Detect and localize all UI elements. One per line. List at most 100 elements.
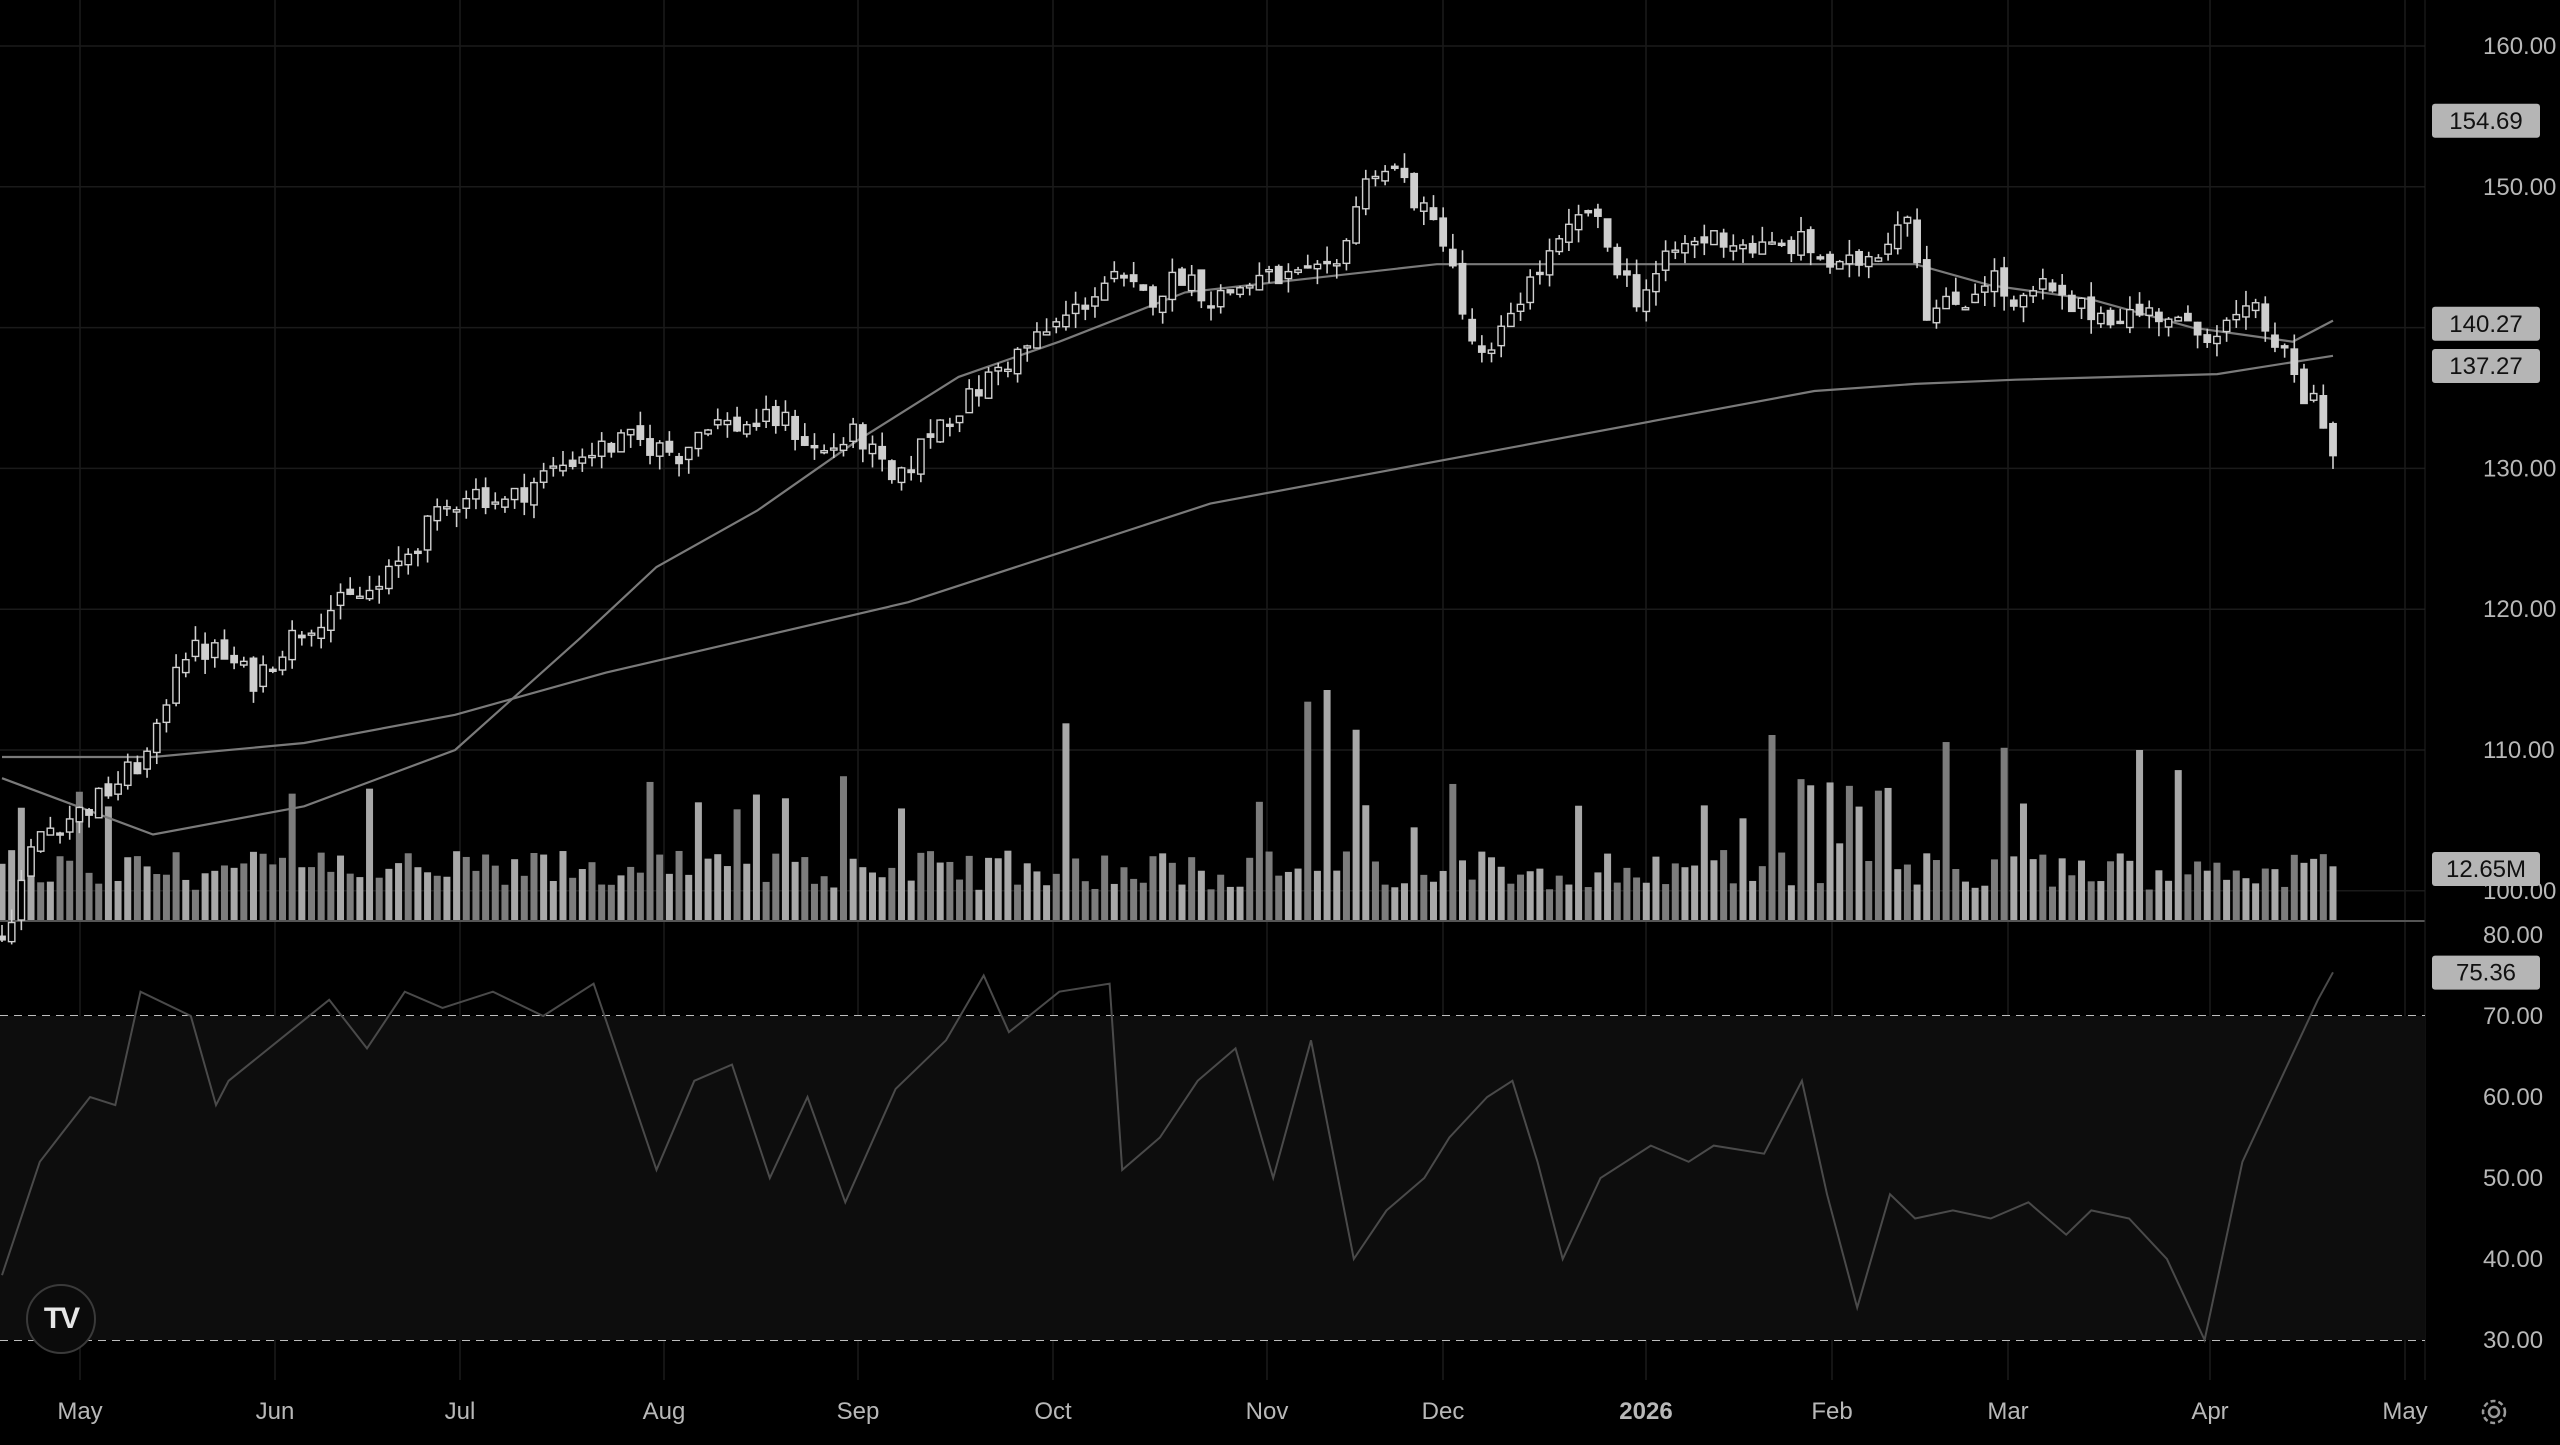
time-axis-label: Apr [2191,1398,2228,1425]
candle-body [2261,303,2270,332]
candle-body [771,406,780,427]
candle-body [7,921,16,943]
candle-body [994,366,1003,372]
volume-bar [2203,870,2211,920]
volume-bar [2000,747,2008,920]
candle-body [1342,239,1351,265]
volume-bar [752,794,760,920]
volume-bar [656,854,664,920]
candle-body [1487,349,1496,355]
volume-bar [1739,818,1747,920]
candle-body [2319,395,2328,429]
candle-body [249,657,258,692]
candle-body [336,591,345,607]
candle-body [1187,274,1196,292]
volume-bar [1420,874,1428,920]
time-axis-label: Feb [1811,1398,1852,1425]
candle-body [75,806,84,823]
candle-body [530,481,538,506]
candle-body [916,438,925,475]
candle-body [1710,230,1718,246]
candle-body [1980,285,1989,293]
candle-body [1603,218,1612,248]
candle-body [1265,269,1273,273]
volume-bar [133,856,141,920]
candle-body [2193,321,2202,336]
candle-body [974,389,983,397]
candle-body [123,761,132,787]
volume-bar [578,869,586,920]
rsi-last-label: 75.36 [2456,960,2516,987]
volume-bar [1391,887,1399,920]
volume-bar [346,873,354,920]
volume-bar [191,889,199,920]
candle-body [56,832,64,836]
candle-body [394,560,403,567]
volume-bar [733,809,741,920]
candle-body [2280,345,2289,349]
candle-body [1922,259,1931,321]
candle-body [1816,256,1825,260]
candle-body [1477,345,1486,353]
candle-body [2135,303,2144,316]
volume-bar [1429,881,1437,920]
volume-bar [1826,782,1834,920]
candle-body [1062,314,1070,328]
volume-bar [220,865,228,920]
candle-body [1864,255,1873,268]
gear-icon[interactable] [2474,1392,2514,1432]
candle-body [423,515,432,551]
candle-body [675,455,683,465]
volume-bar [1101,855,1109,920]
volume-bar [85,872,93,920]
volume-bar [1749,880,1757,920]
candle-body [713,419,722,426]
candle-body [1613,246,1622,276]
candle-body [568,459,577,468]
candle-body [1951,291,1960,305]
candle-body [1787,239,1796,255]
candle-body [539,470,548,483]
volume-bar [1700,805,1708,920]
candle-body [462,497,471,509]
candle-body [375,585,384,590]
volume-bar [1594,872,1602,920]
last-price-label: 154.69 [2449,108,2522,135]
volume-bar [288,793,296,920]
volume-bar [1981,885,1989,920]
volume-bar [1188,857,1196,920]
price-candles [0,153,2337,945]
candle-body [945,423,954,428]
candle-body [452,509,461,513]
volume-bar [2300,862,2308,920]
volume-bar [356,877,364,920]
volume-bar [1197,870,1205,920]
volume-bar [1932,860,1940,920]
volume-bar [1526,871,1534,920]
volume-bar [240,863,248,920]
candle-body [936,419,945,443]
candle-body [1361,178,1370,210]
candle-body [433,506,442,522]
candle-body [297,634,306,639]
candle-body [2087,296,2096,321]
time-axis-label: Nov [1246,1398,1289,1425]
candle-body [1458,262,1467,315]
volume-bar [1555,875,1563,920]
candle-body [1429,207,1438,221]
candle-body [820,450,829,454]
volume-bar [0,863,6,920]
volume-bar [1178,884,1186,920]
candle-body [2242,305,2250,318]
tradingview-logo-icon[interactable]: TV [26,1284,96,1354]
volume-bar [704,858,712,920]
candle-body [626,428,635,436]
volume-bar [230,867,238,920]
volume-bar [1081,881,1089,920]
candle-body [1033,331,1041,349]
volume-bar [414,867,422,920]
time-axis-label: May [2382,1398,2427,1425]
volume-bar [1633,877,1641,920]
